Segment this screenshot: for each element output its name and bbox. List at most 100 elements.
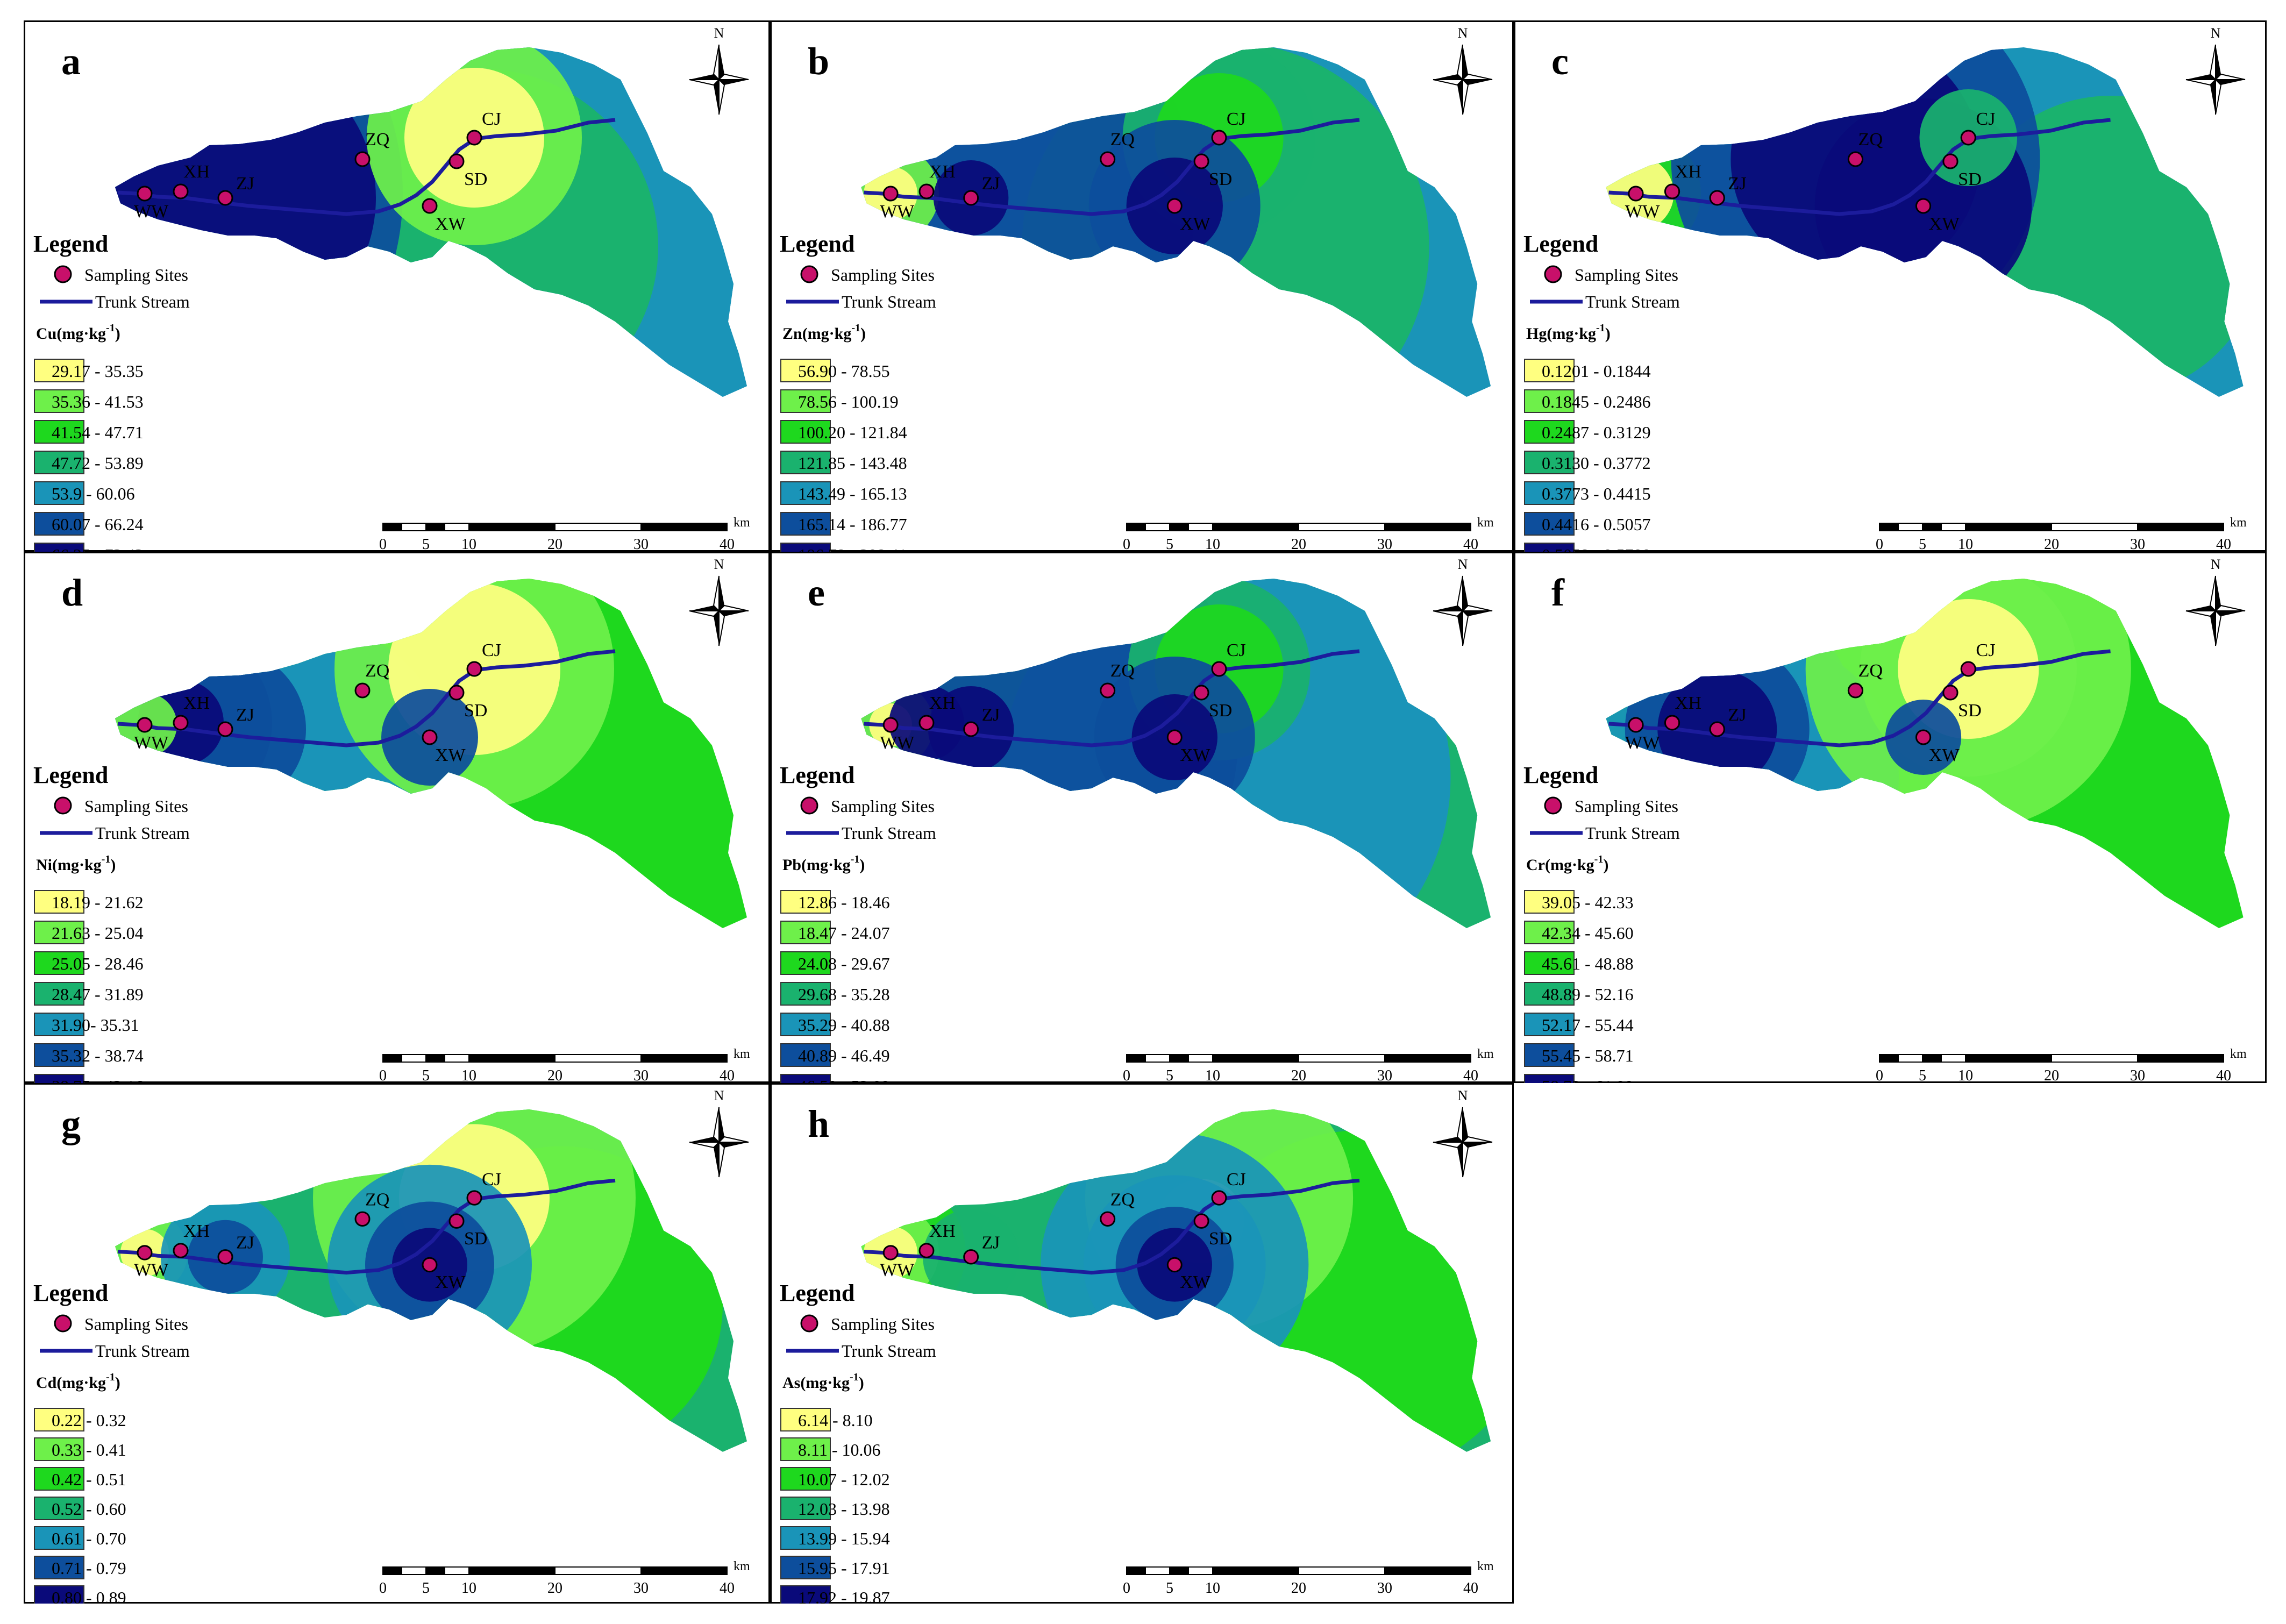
legend-class-label: 0.3773 - 0.4415: [1542, 484, 1651, 503]
panel-frame: [1514, 552, 2267, 1083]
legend-class-label: 0.1845 - 0.2486: [1542, 392, 1651, 411]
sampling-site-xh: XH: [918, 1221, 956, 1258]
legend-title: Legend: [1523, 231, 1598, 257]
svg-text:Trunk Stream: Trunk Stream: [95, 292, 190, 311]
scale-bar: 0 5 10 20 30 40 km: [379, 1047, 750, 1083]
legend-class-label: 13.99 - 15.94: [798, 1529, 890, 1548]
legend-class-label: 42.34 - 45.60: [1542, 923, 1634, 943]
legend-class-3: 0.2487 - 0.3129: [1524, 420, 1651, 444]
site-label: XH: [183, 693, 210, 713]
svg-text:Trunk Stream: Trunk Stream: [95, 823, 190, 843]
north-arrow-icon: N: [1433, 1088, 1493, 1178]
legend-class-label: 0.1201 - 0.1844: [1542, 361, 1651, 381]
scale-tick-label: 0: [1123, 1580, 1130, 1597]
legend-class-1: 0.22 - 0.32: [34, 1408, 126, 1431]
legend-unit-title: Zn(mg·kg-1): [782, 322, 866, 343]
sampling-site-zq: ZQ: [354, 1190, 389, 1227]
scale-tick-label: 0: [379, 1067, 387, 1083]
panel-frame: [1514, 20, 2267, 552]
legend: Legend Sampling Sites Trunk Stream Hg(mg·kg…: [1523, 231, 1680, 552]
scale-tick-label: 20: [2044, 1067, 2059, 1083]
site-label: XH: [183, 162, 210, 182]
svg-text:Sampling Sites: Sampling Sites: [84, 796, 188, 816]
site-label: ZQ: [1858, 661, 1883, 681]
site-label: ZJ: [982, 174, 1000, 194]
site-label: CJ: [1227, 640, 1246, 660]
scale-tick-label: 30: [1377, 1580, 1392, 1597]
legend-class-2: 35.36 - 41.53: [34, 389, 144, 413]
legend-class-3: 25.05 - 28.46: [34, 951, 144, 975]
legend-class-2: 42.34 - 45.60: [1524, 921, 1634, 944]
legend-class-label: 52.17 - 55.44: [1542, 1015, 1634, 1035]
legend-class-label: 21.63 - 25.04: [52, 923, 144, 943]
site-label: WW: [134, 202, 169, 222]
sampling-site-cj: CJ: [1960, 640, 1996, 677]
legend-class-label: 10.07 - 12.02: [798, 1470, 890, 1489]
scale-tick-label: 40: [1463, 1067, 1478, 1083]
legend-class-label: 165.14 - 186.77: [798, 515, 907, 534]
legend-class-6: 15.95 - 17.91: [780, 1556, 890, 1579]
legend-class-4: 48.89 - 52.16: [1524, 982, 1634, 1006]
sampling-site-xh: XH: [1664, 693, 1701, 731]
scale-tick-label: 5: [422, 1580, 430, 1597]
legend-class-label: 121.85 - 143.48: [798, 453, 907, 473]
legend-class-6: 0.71 - 0.79: [34, 1556, 126, 1579]
legend-class-3: 100.20 - 121.84: [780, 420, 907, 444]
scale-tick-label: 20: [1291, 536, 1306, 552]
panel-letter: c: [1551, 40, 1569, 83]
legend-class-2: 18.47 - 24.07: [780, 921, 890, 944]
legend-class-label: 8.11 - 10.06: [798, 1440, 880, 1459]
trunk-stream-line: [1608, 649, 2111, 747]
scale-tick-label: 30: [633, 536, 649, 552]
scale-tick-label: 40: [720, 1580, 735, 1597]
scale-tick-label: 40: [720, 1067, 735, 1083]
map-panel-h: WW XH ZJ ZQ SD CJ XW h N Legend Sampling Sites Trun…: [770, 1083, 1514, 1604]
legend-class-label: 28.47 - 31.89: [52, 985, 144, 1004]
sampling-site-cj: CJ: [466, 640, 501, 677]
legend-class-label: 41.54 - 47.71: [52, 423, 144, 442]
scale-tick-label: 0: [379, 1580, 387, 1597]
sampling-site-ww: WW: [134, 186, 169, 222]
site-label: XW: [435, 745, 466, 765]
legend-unit-title: Hg(mg·kg-1): [1526, 322, 1611, 343]
site-label: WW: [880, 733, 914, 753]
sampling-site-sd: SD: [1193, 685, 1232, 721]
svg-text:Sampling Sites: Sampling Sites: [1575, 265, 1678, 284]
site-label: WW: [134, 1260, 168, 1280]
panel-frame: [770, 20, 1514, 552]
scale-tick-label: 40: [720, 536, 735, 552]
legend-class-2: 21.63 - 25.04: [34, 921, 144, 944]
sampling-site-zq: ZQ: [1847, 130, 1883, 167]
legend-sampling-item: Sampling Sites: [800, 1314, 935, 1334]
panel-frame: [24, 20, 770, 552]
legend-stream-item: Trunk Stream: [786, 292, 936, 311]
trunk-stream-line: [1608, 118, 2111, 216]
site-label: ZJ: [1728, 705, 1746, 725]
panel-frame: [770, 552, 1514, 1083]
trunk-stream-line: [117, 1178, 616, 1275]
sampling-site-xw: XW: [1166, 198, 1210, 234]
site-label: XW: [435, 1272, 466, 1292]
legend-class-7: 66.25 - 72.42: [34, 543, 144, 552]
svg-text:Sampling Sites: Sampling Sites: [831, 265, 935, 284]
legend-class-label: 0.61 - 0.70: [52, 1529, 126, 1548]
legend-class-label: 0.3130 - 0.3772: [1542, 453, 1651, 473]
scale-tick-label: 0: [1876, 1067, 1883, 1083]
north-label: N: [1458, 557, 1468, 572]
legend-class-label: 12.03 - 13.98: [798, 1499, 890, 1519]
scale-tick-label: 40: [2216, 536, 2231, 552]
sampling-site-ww: WW: [1625, 717, 1660, 753]
sampling-site-ww: WW: [134, 717, 169, 753]
sampling-site-cj: CJ: [1960, 109, 1996, 146]
panel-letter: f: [1551, 571, 1565, 614]
legend-class-4: 29.68 - 35.28: [780, 982, 890, 1006]
scale-tick-label: 30: [2130, 536, 2145, 552]
sampling-site-sd: SD: [1193, 1213, 1232, 1249]
legend-stream-item: Trunk Stream: [786, 1341, 936, 1361]
legend-class-label: 0.33 - 0.41: [52, 1440, 126, 1459]
legend-sampling-item: Sampling Sites: [1544, 796, 1678, 816]
map-panel-g: WW XH ZJ ZQ SD CJ XW g N Legend Sampling Sites Trun…: [24, 1083, 770, 1604]
sampling-site-xh: XH: [918, 162, 956, 200]
site-label: CJ: [482, 109, 501, 129]
sampling-site-xw: XW: [1166, 729, 1210, 765]
